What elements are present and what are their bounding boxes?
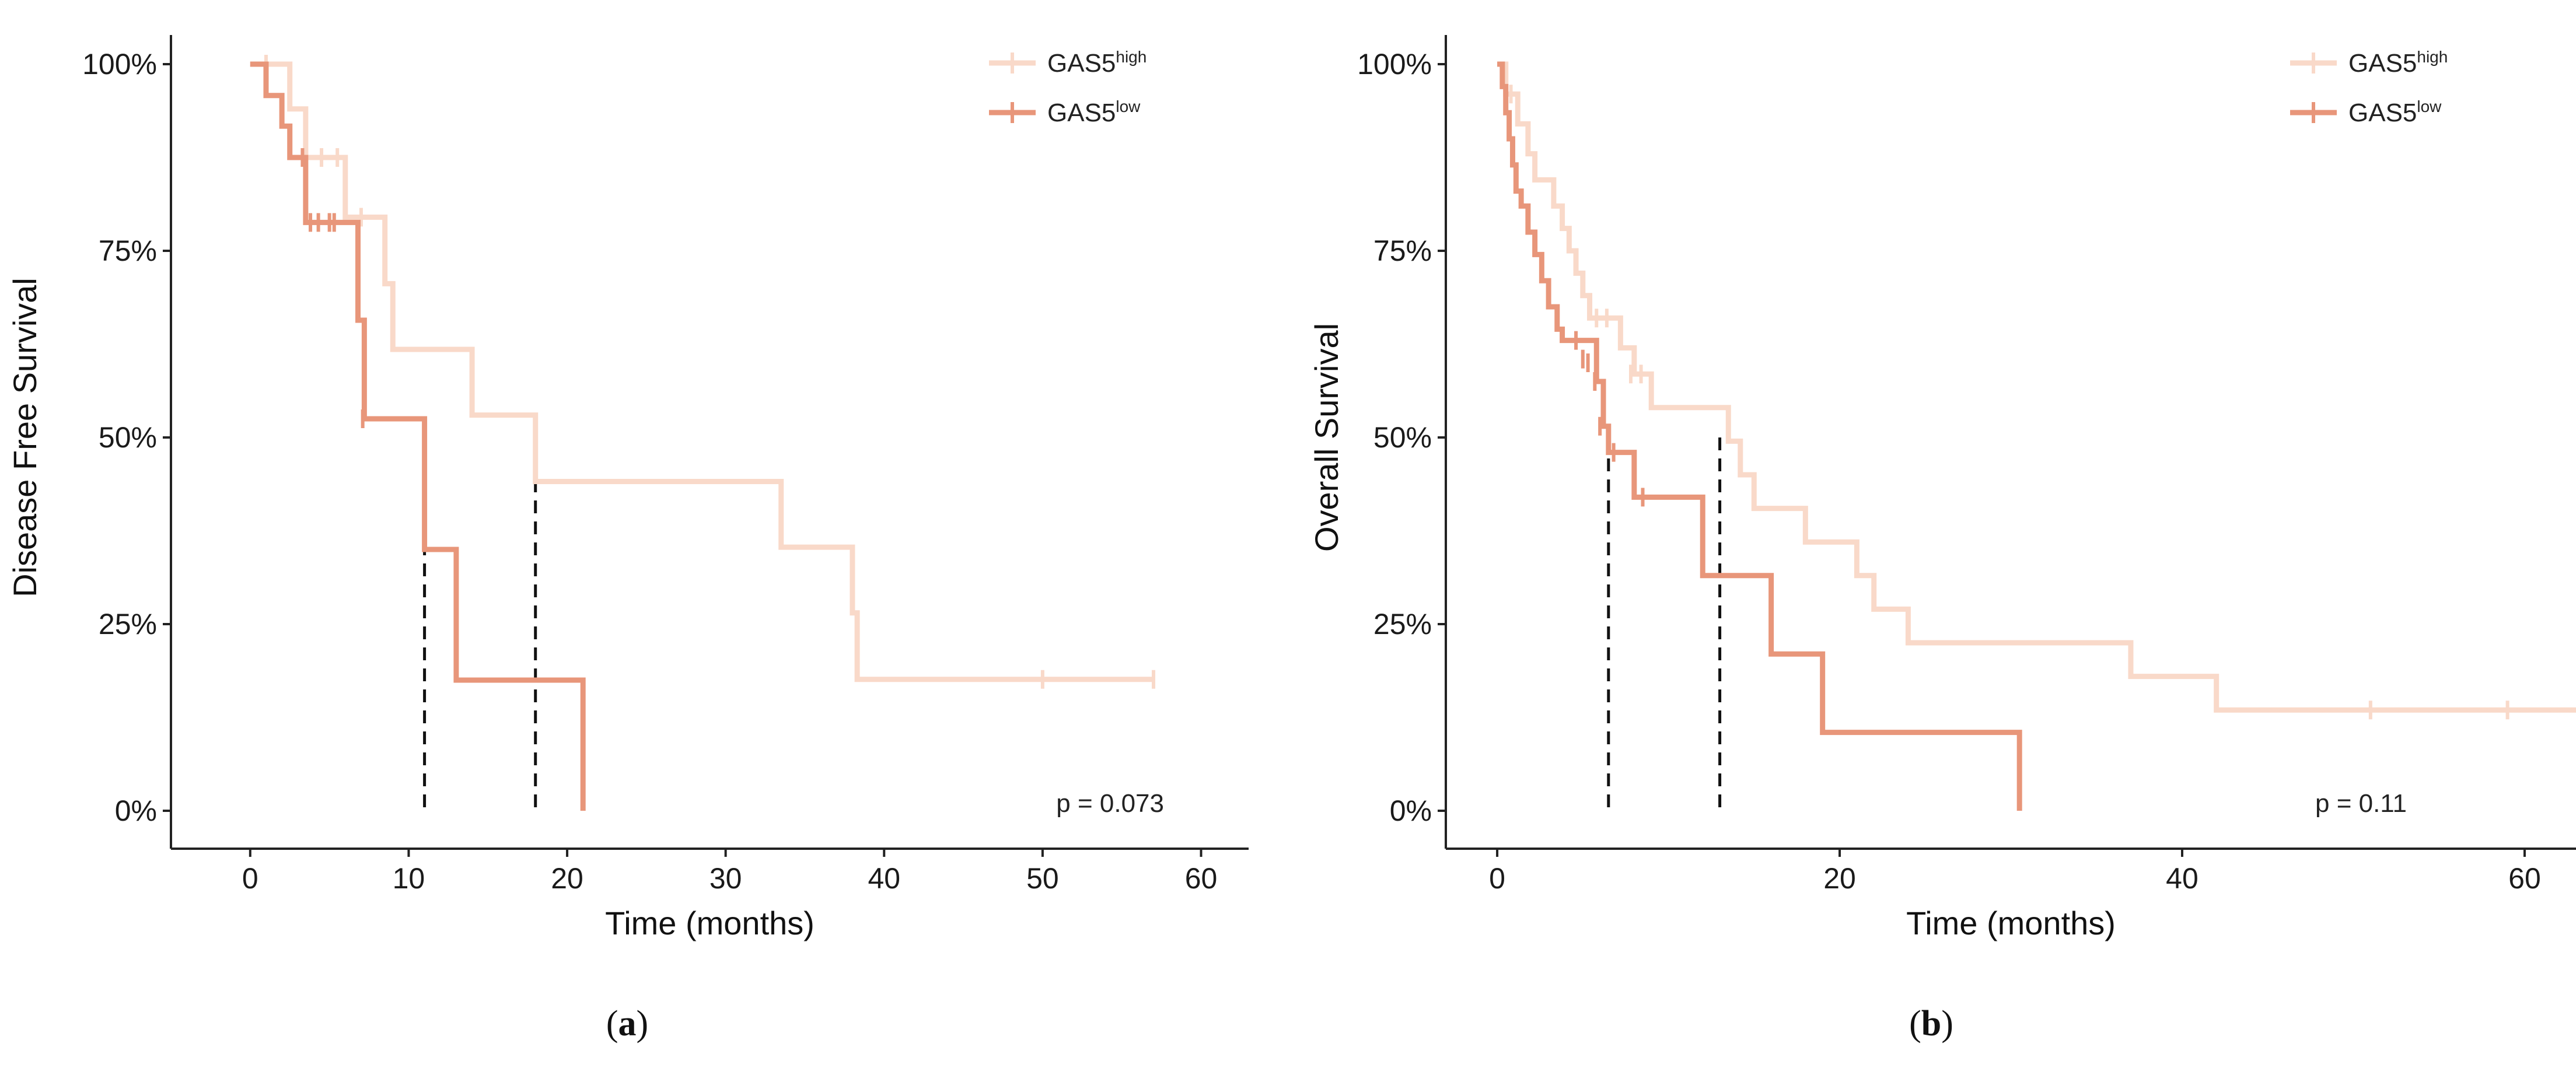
- x-tick-label: 40: [868, 862, 900, 895]
- legend-label-gas5high: GAS5high: [1047, 48, 1147, 78]
- curve-gas5low: [250, 61, 586, 811]
- p-value: p = 0.11: [2315, 789, 2407, 818]
- x-tick-label: 20: [551, 862, 583, 895]
- panel-b-overall-survival: 0% 25% 50% 75% 100% 0 20 40 60 Time (months) Overa…: [1308, 35, 2576, 1044]
- curve-gas5high: [250, 61, 1154, 682]
- x-tick-label: 50: [1026, 862, 1059, 895]
- y-axis-title: Overall Survival: [1308, 323, 1345, 552]
- y-tick-label: 100%: [1357, 48, 1432, 80]
- x-tick-label: 20: [1823, 862, 1856, 895]
- y-tick-label: 75%: [1373, 234, 1432, 267]
- y-tick-label: 50%: [1373, 421, 1432, 454]
- y-axis-title: Disease Free Survival: [6, 278, 43, 597]
- x-tick-label: 10: [393, 862, 425, 895]
- x-tick-label: 0: [1489, 862, 1505, 895]
- x-tick-label: 40: [2166, 862, 2198, 895]
- y-tick-label: 75%: [99, 234, 157, 267]
- panel-label: (b): [1909, 1004, 1953, 1044]
- panel-a-disease-free-survival: 0% 25% 50% 75% 100% 0 10 20 30 40 50 60 Time (months…: [6, 35, 1249, 1044]
- x-tick-label: 30: [709, 862, 742, 895]
- panel-label: (a): [606, 1004, 648, 1044]
- y-tick-label: 0%: [115, 794, 157, 827]
- legend-label-gas5low: GAS5low: [2348, 97, 2442, 127]
- x-axis-title: Time (months): [1906, 905, 2116, 941]
- y-tick-label: 100%: [82, 48, 157, 80]
- x-tick-label: 60: [2508, 862, 2541, 895]
- p-value: p = 0.073: [1056, 789, 1164, 818]
- legend-label-gas5low: GAS5low: [1047, 97, 1141, 127]
- curve-gas5high: [1497, 61, 2576, 713]
- x-tick-label: 0: [242, 862, 258, 895]
- curve-gas5low: [1497, 61, 2022, 811]
- y-tick-label: 0%: [1390, 794, 1432, 827]
- y-tick-label: 50%: [99, 421, 157, 454]
- y-tick-label: 25%: [1373, 608, 1432, 640]
- x-axis-title: Time (months): [605, 905, 815, 941]
- x-tick-label: 60: [1185, 862, 1218, 895]
- y-tick-label: 25%: [99, 608, 157, 640]
- legend-label-gas5high: GAS5high: [2348, 48, 2448, 78]
